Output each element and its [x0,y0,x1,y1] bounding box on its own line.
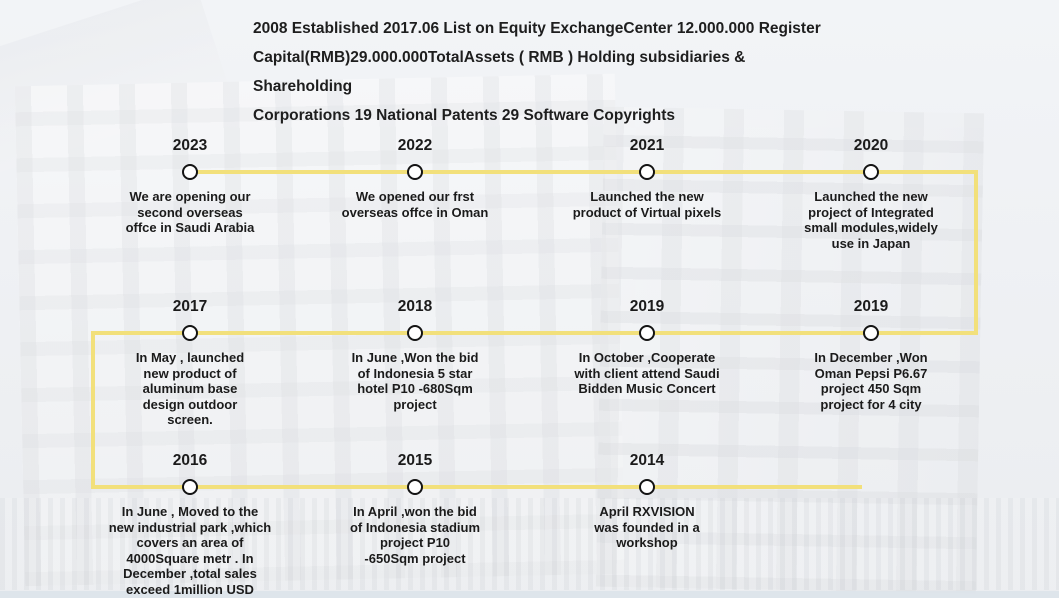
milestone-year: 2019 [629,298,665,315]
header-line-3: Corporations 19 National Patents 29 Soft… [253,107,676,124]
milestone-year: 2019 [853,298,889,315]
milestone-description: In May , launched new product of aluminu… [135,350,245,427]
timeline-line-row1 [190,170,978,174]
milestone-year: 2023 [172,137,208,154]
milestone-year: 2014 [629,452,665,469]
timeline-node-icon [407,325,423,341]
milestone-2021: 2021 Launched the new product of Virtual… [527,137,767,220]
milestone-2016: 2016 In June , Moved to the new industri… [70,452,310,597]
milestone-2017: 2017 In May , launched new product of al… [70,298,310,428]
milestone-description: In December ,Won Oman Pepsi P6.67 projec… [814,350,928,412]
timeline-node-icon [639,479,655,495]
timeline-node-icon [407,164,423,180]
milestone-2019-december: 2019 In December ,Won Oman Pepsi P6.67 p… [751,298,991,412]
timeline-node-icon [863,325,879,341]
milestone-year: 2018 [397,298,433,315]
timeline-line-left-vertical [91,331,95,489]
timeline-line-row2 [91,331,978,335]
milestone-year: 2022 [397,137,433,154]
milestone-year: 2015 [397,452,433,469]
timeline-node-icon [182,325,198,341]
milestone-description: Launched the new product of Virtual pixe… [572,189,722,220]
milestone-2019-october: 2019 In October ,Cooperate with client a… [527,298,767,397]
milestone-description: In October ,Cooperate with client attend… [574,350,720,396]
milestone-description: We opened our frst overseas offce in Oma… [341,189,489,220]
timeline-node-icon [639,164,655,180]
milestone-2018: 2018 In June ,Won the bid of Indonesia 5… [295,298,535,412]
milestone-2020: 2020 Launched the new project of Integra… [751,137,991,251]
milestone-description: April RXVISION was founded in a workshop [594,504,700,550]
milestone-description: We are opening our second overseas offce… [125,189,255,235]
timeline-line-row3 [91,485,862,489]
timeline-node-icon [182,164,198,180]
milestone-year: 2016 [172,452,208,469]
milestone-description: In June ,Won the bid of Indonesia 5 star… [351,350,479,412]
milestone-2023: 2023 We are opening our second overseas … [70,137,310,236]
milestone-2015: 2015 In April ,won the bid of Indonesia … [295,452,535,566]
timeline-node-icon [639,325,655,341]
milestone-description: In April ,won the bid of Indonesia stadi… [349,504,480,566]
company-summary-header: 2008 Established 2017.06 List on Equity … [253,14,833,130]
milestone-year: 2020 [853,137,889,154]
timeline-node-icon [863,164,879,180]
milestone-2022: 2022 We opened our frst overseas offce i… [295,137,535,220]
timeline-node-icon [182,479,198,495]
milestone-description: Launched the new project of Integrated s… [804,189,938,251]
milestone-year: 2017 [172,298,208,315]
milestone-2014: 2014 April RXVISION was founded in a wor… [527,452,767,551]
header-line-1: 2008 Established 2017.06 List on Equity … [253,20,821,37]
milestone-year: 2021 [629,137,665,154]
header-line-2: Capital(RMB)29.000.000TotalAssets ( RMB … [253,49,746,95]
timeline-line-right-vertical [974,170,978,335]
timeline-node-icon [407,479,423,495]
milestone-description: In June , Moved to the new industrial pa… [108,504,272,597]
